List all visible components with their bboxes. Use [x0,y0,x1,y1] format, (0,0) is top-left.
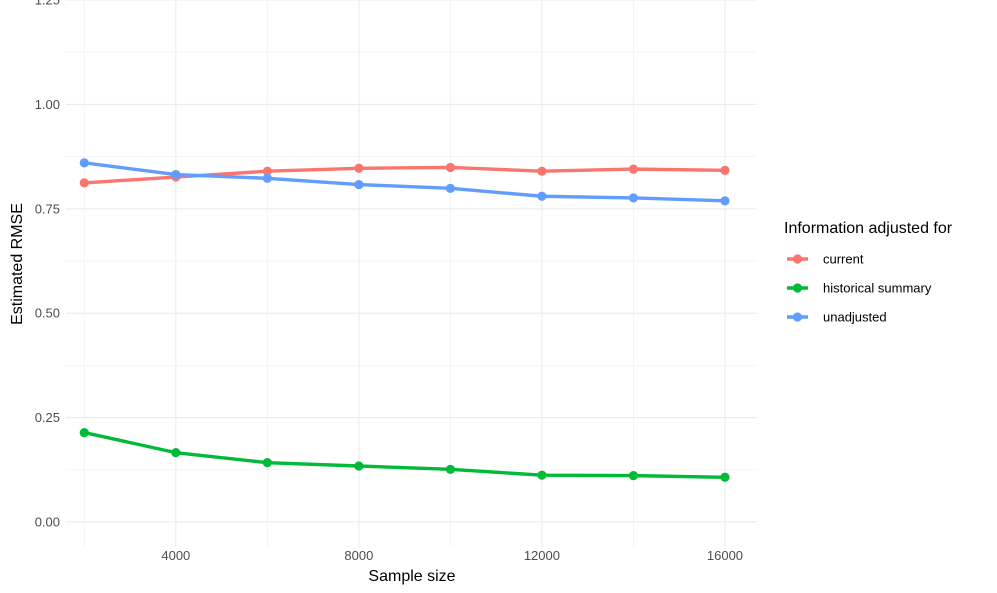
legend-label: historical summary [823,281,932,296]
series-historical-summary [79,427,730,482]
y-tick-label: 0.75 [35,201,60,216]
data-point [354,461,364,471]
x-tick-label: 8000 [344,548,373,563]
data-point [262,173,272,183]
y-axis-tick-labels: 0.00 0.25 0.50 0.75 1.00 1.25 [35,0,60,529]
legend-label: unadjusted [823,310,887,325]
data-point [628,470,639,481]
data-point [537,166,547,176]
y-tick-label: 0.50 [35,306,60,321]
data-point [79,158,89,168]
legend-title: Information adjusted for [784,220,953,237]
y-axis-title: Estimated RMSE [9,203,26,325]
data-point [262,166,272,176]
legend-item: current [787,252,864,267]
legend-key-point [792,283,803,293]
series-layer [79,158,730,482]
data-point [720,165,730,175]
series-line [84,161,726,203]
data-point [262,458,272,468]
data-point [445,162,455,173]
minor-gridlines [66,0,757,547]
x-tick-label: 4000 [161,548,190,563]
x-axis-tick-labels: 4000 8000 12000 16000 [161,548,743,563]
legend-item: historical summary [787,281,932,296]
series-unadjusted [79,158,730,206]
y-tick-label: 1.25 [35,0,60,8]
data-point [171,448,181,458]
data-point [171,169,181,180]
legend-item: unadjusted [787,310,887,325]
data-point [79,427,89,438]
data-point [537,470,547,480]
data-point [720,472,730,482]
data-point [445,464,455,474]
data-point [354,179,364,190]
data-point [354,163,364,173]
x-axis-title: Sample size [368,568,455,585]
legend-key-point [792,312,803,322]
y-tick-label: 1.00 [35,97,60,112]
data-point [628,164,639,174]
x-tick-label: 12000 [524,548,560,563]
legend-key-point [792,254,803,264]
major-gridlines [66,0,757,547]
series-line [83,430,726,479]
data-point [628,193,639,203]
legend: Information adjusted for current historic… [784,220,953,325]
x-tick-label: 16000 [707,548,743,563]
data-point [537,191,547,201]
data-point [79,178,89,188]
legend-label: current [823,252,864,267]
y-tick-label: 0.25 [35,410,60,425]
data-point [720,196,730,206]
y-tick-label: 0.00 [35,514,60,529]
data-point [445,183,455,193]
